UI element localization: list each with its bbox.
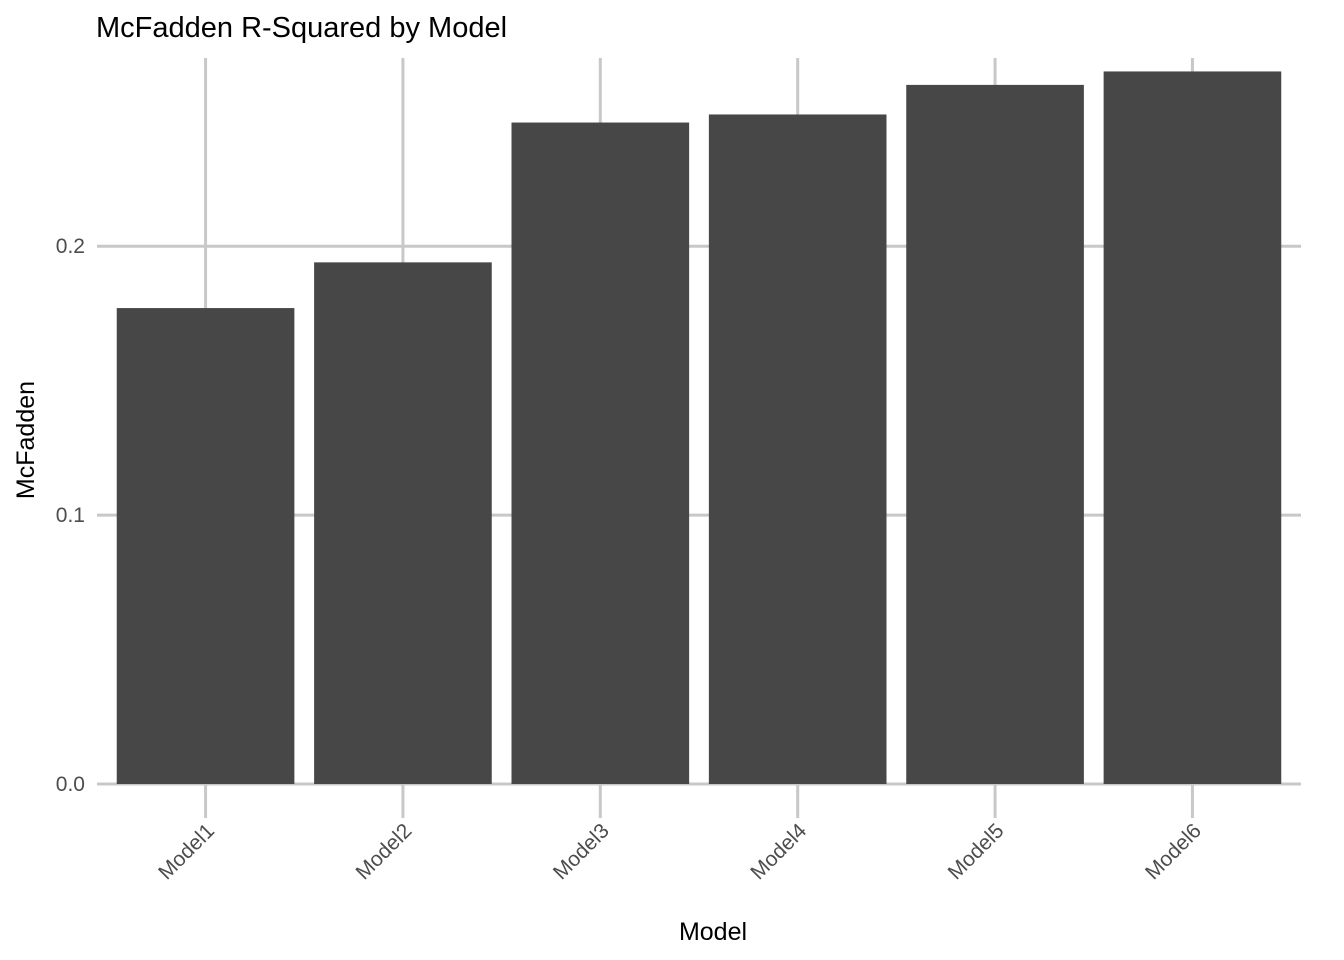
- bar-model3: [511, 122, 690, 785]
- y-tick-label: 0.1: [56, 504, 85, 527]
- x-tick-label: Model2: [351, 819, 416, 884]
- y-tick-label: 0.0: [56, 773, 85, 796]
- chart-title: McFadden R-Squared by Model: [96, 12, 507, 44]
- y-axis-title: McFadden: [12, 381, 40, 499]
- x-tick-label: Model6: [1141, 819, 1206, 884]
- bars: [116, 71, 1282, 785]
- x-tick-label: Model4: [746, 819, 811, 884]
- bar-model2: [314, 262, 492, 784]
- bar-model5: [906, 84, 1084, 784]
- bar-model1: [116, 308, 295, 784]
- bar-model4: [708, 114, 887, 784]
- x-tick-label: Model3: [549, 819, 614, 884]
- bar-model6: [1103, 71, 1282, 784]
- x-tick-label: Model5: [944, 819, 1009, 884]
- x-axis-title: Model: [679, 918, 747, 946]
- x-tick-label: Model1: [154, 819, 219, 884]
- y-tick-label: 0.2: [56, 235, 85, 258]
